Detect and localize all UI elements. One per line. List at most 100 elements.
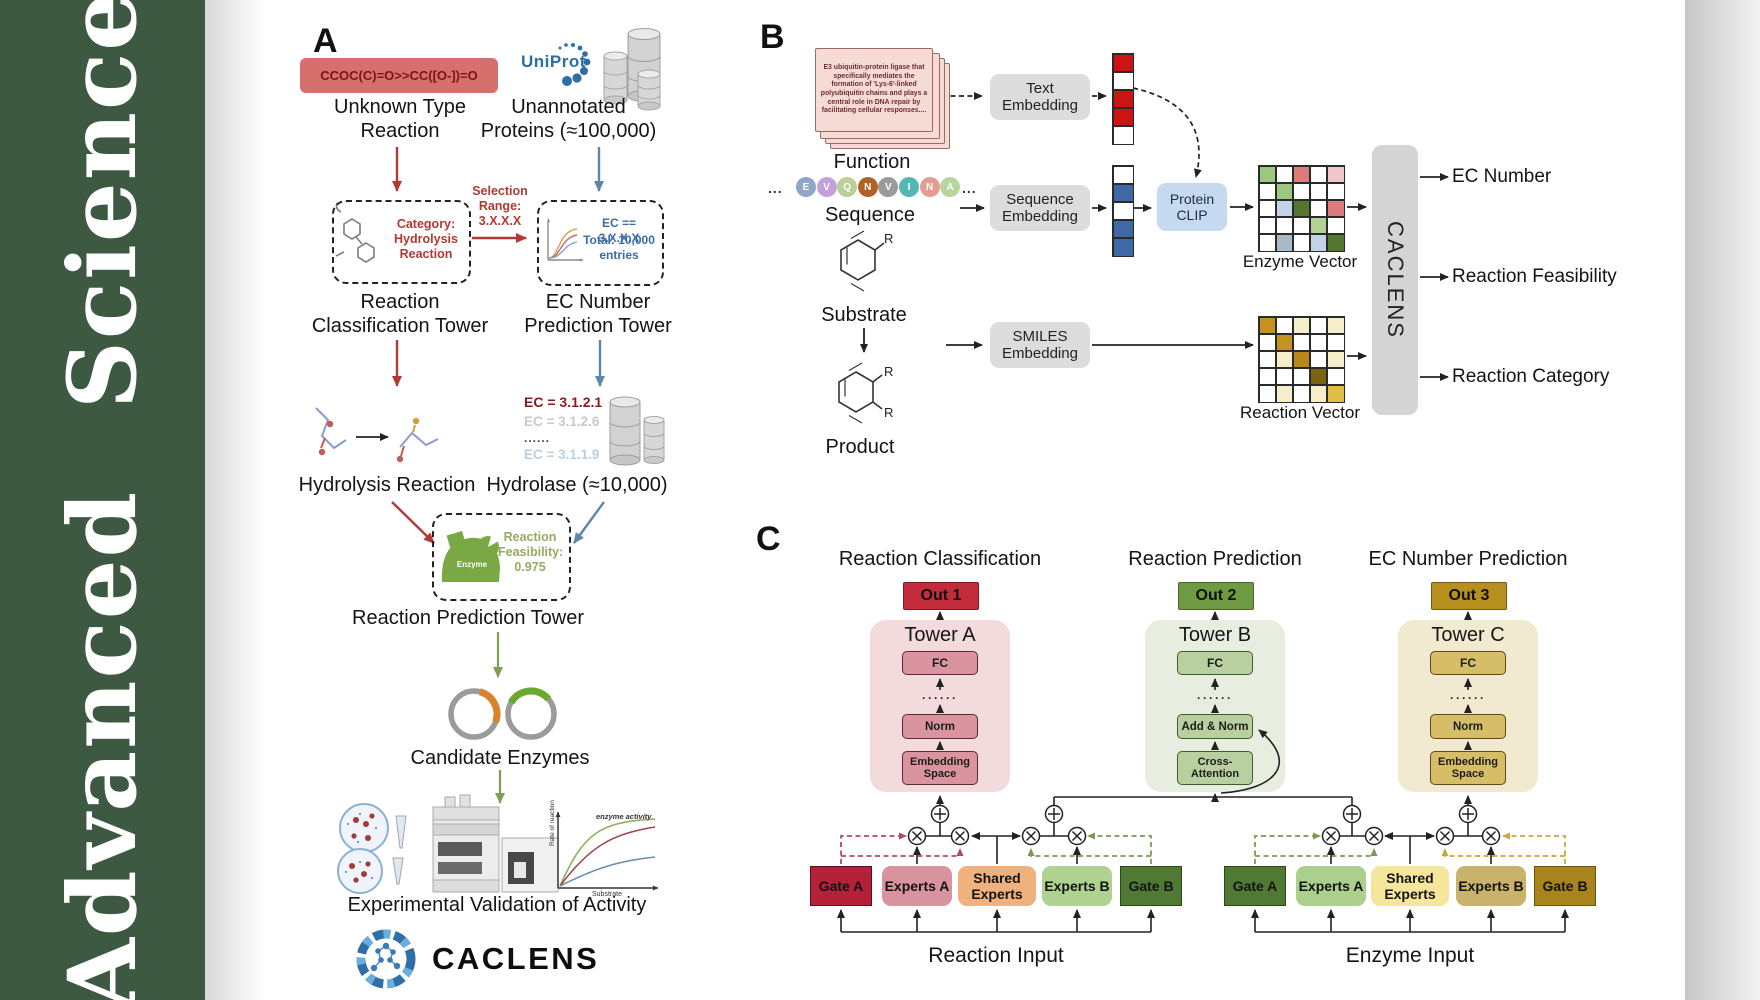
smiles-reaction-box: CCOC(C)=O>>CC([O-])=O xyxy=(300,58,498,93)
feasibility-text: Reaction Feasibility: 0.975 xyxy=(498,530,564,574)
hydrolase-label: Hydrolase (≈10,000) xyxy=(486,474,668,496)
smiles-embedding-box: SMILES Embedding xyxy=(990,322,1090,368)
journal-sidebar xyxy=(0,0,205,1000)
plasmid-icons xyxy=(447,687,558,741)
output-reaction-category: Reaction Category xyxy=(1452,366,1610,387)
enzyme-gate-b-box: Gate B xyxy=(1534,866,1596,906)
enzyme-vector-matrix xyxy=(1258,165,1345,252)
title-ec-number-prediction: EC Number Prediction xyxy=(1368,548,1568,570)
reaction-input-label: Reaction Input xyxy=(928,944,1064,967)
enzyme-gate-a-box: Gate A xyxy=(1224,866,1286,906)
sequence-embedding-vector xyxy=(1112,165,1134,257)
ec-item: EC = 3.1.2.6 xyxy=(524,414,600,429)
instrument-icon xyxy=(432,794,559,893)
r-substituent: R xyxy=(884,231,893,246)
ec-item: ...... xyxy=(524,431,551,445)
function-card: E3 ubiquitin-protein ligase that specifi… xyxy=(815,48,933,132)
enzyme-vector-label: Enzyme Vector xyxy=(1242,252,1358,271)
uniprot-logo: UniProt xyxy=(521,52,586,71)
panelA-arrows xyxy=(356,147,605,804)
database-icon xyxy=(609,396,665,466)
tower-c-fc: FC xyxy=(1430,651,1506,675)
title-reaction-prediction: Reaction Prediction xyxy=(1128,548,1302,570)
chart-ylabel: Rate of reaction xyxy=(549,800,556,846)
activity-chart-icon xyxy=(555,812,658,891)
tower-b-name: Tower B xyxy=(1178,624,1252,646)
hydrolysis-molecules-icon xyxy=(315,407,439,463)
tower-a-embedding-space: Embedding Space xyxy=(902,751,978,785)
tower-a-fc: FC xyxy=(902,651,978,675)
text-embedding-box: Text Embedding xyxy=(990,74,1090,120)
tower-c-norm: Norm xyxy=(1430,714,1506,739)
product-molecule-icon xyxy=(838,362,883,424)
ec-item: EC = 3.1.2.1 xyxy=(524,394,603,410)
reaction-gate-b-box: Gate B xyxy=(1120,866,1182,906)
panel-a-label: A xyxy=(313,22,338,60)
caclens-logo-icon xyxy=(356,929,416,989)
ec-range-line2: Total: 10,000 entries xyxy=(583,233,655,262)
enzyme-icon xyxy=(441,531,500,582)
substrate-molecule-icon xyxy=(840,230,885,292)
ec-item: EC = 3.1.1.9 xyxy=(524,447,600,462)
tower-b-add-norm: Add & Norm xyxy=(1177,714,1253,739)
reaction-vector-matrix xyxy=(1258,316,1345,403)
sequence-label: Sequence xyxy=(824,204,916,226)
experimental-validation-label: Experimental Validation of Activity xyxy=(347,894,647,916)
reaction-vector-label: Reaction Vector xyxy=(1239,403,1360,422)
unannotated-proteins-label: Unannotated Proteins (≈100,000) xyxy=(480,96,657,142)
uniprot-icon xyxy=(558,43,591,86)
tower-a-norm: Norm xyxy=(902,714,978,739)
feasibility-box xyxy=(432,513,571,601)
sample-dishes-icon xyxy=(337,803,407,894)
ec-number-prediction-tower-label: EC Number Prediction Tower xyxy=(524,291,672,337)
r-substituent: R xyxy=(884,405,893,420)
sequence-ellipsis: ... xyxy=(962,180,977,196)
protein-clip-box: Protein CLIP xyxy=(1157,183,1227,231)
caclens-wordmark: CACLENS xyxy=(432,941,600,976)
out1-box: Out 1 xyxy=(903,582,979,610)
output-reaction-feasibility: Reaction Feasibility xyxy=(1452,266,1617,287)
tower-b-fc: FC xyxy=(1177,651,1253,675)
unknown-reaction-label: Unknown Type Reaction xyxy=(334,96,466,142)
candidate-enzymes-label: Candidate Enzymes xyxy=(410,747,590,769)
chart-xlabel: Substrate xyxy=(592,891,622,898)
ec-range-line1: EC == 3.X.X.X xyxy=(598,216,640,245)
out3-box: Out 3 xyxy=(1431,582,1507,610)
reaction-shared-experts-box: Shared Experts xyxy=(958,866,1036,906)
text-embedding-vector xyxy=(1112,53,1134,145)
r-substituent: R xyxy=(884,364,893,379)
enzyme-tag: Enzyme xyxy=(456,560,488,569)
operator-nodes xyxy=(907,804,1501,846)
sum-node-icons xyxy=(930,804,1478,824)
category-result-text: Category: Hydrolysis Reaction xyxy=(394,217,458,261)
reaction-classification-tower-label: Reaction Classification Tower xyxy=(311,291,489,337)
enzyme-experts-b-box: Experts B xyxy=(1456,866,1526,906)
caclens-module-label: CACLENS xyxy=(1383,221,1408,339)
title-reaction-classification: Reaction Classification xyxy=(838,548,1042,570)
tower-c-embedding-space: Embedding Space xyxy=(1430,751,1506,785)
ec-range-box xyxy=(537,200,664,286)
selection-range-note: Selection Range: 3.X.X.X xyxy=(472,184,528,228)
out2-box: Out 2 xyxy=(1178,582,1254,610)
output-ec-number: EC Number xyxy=(1452,166,1552,187)
function-card-text: E3 ubiquitin-protein ligase that specifi… xyxy=(820,64,928,115)
tower-b-dots: ······ xyxy=(1197,691,1233,705)
sequence-embedding-box: Sequence Embedding xyxy=(990,185,1090,231)
reaction-experts-b-box: Experts B xyxy=(1042,866,1112,906)
tower-a-dots: ······ xyxy=(922,691,958,705)
panel-b-label: B xyxy=(760,18,785,56)
hydrolysis-reaction-label: Hydrolysis Reaction xyxy=(298,474,476,496)
tower-a-name: Tower A xyxy=(904,624,976,646)
tower-c-name: Tower C xyxy=(1431,624,1505,646)
sequence-ellipsis: ... xyxy=(768,180,783,196)
enzyme-shared-experts-box: Shared Experts xyxy=(1371,866,1449,906)
tower-c-dots: ······ xyxy=(1450,691,1486,705)
page-right-shadow xyxy=(1685,0,1760,1000)
database-icon xyxy=(603,28,661,111)
ec-candidate-list: EC = 3.1.2.1 EC = 3.1.2.6 ...... EC = 3.… xyxy=(524,394,602,462)
panel-c-label: C xyxy=(756,520,781,558)
function-label: Function xyxy=(833,151,911,173)
gate-routing-lines xyxy=(840,832,1566,864)
